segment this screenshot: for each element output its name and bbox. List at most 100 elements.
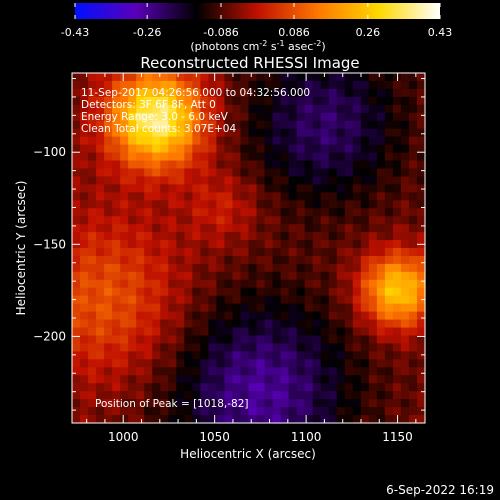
heatmap-cell: [280, 160, 290, 170]
heatmap-cell: [128, 319, 137, 329]
heatmap-cell: [264, 319, 274, 329]
heatmap-cell: [176, 128, 185, 138]
heatmap-cell: [328, 88, 338, 98]
heatmap-cell: [352, 168, 362, 177]
heatmap-cell: [272, 415, 282, 424]
heatmap-cell: [368, 351, 378, 360]
heatmap-cell: [352, 240, 362, 249]
heatmap-cell: [304, 216, 314, 225]
heatmap-cell: [192, 128, 201, 138]
heatmap-cell: [304, 391, 314, 400]
heatmap-cell: [96, 184, 105, 193]
heatmap-cell: [408, 192, 418, 201]
heatmap-cell: [328, 200, 338, 209]
heatmap-cell: [224, 144, 234, 154]
heatmap-cell: [224, 112, 234, 122]
heatmap-cell: [72, 375, 81, 384]
heatmap-cell: [80, 112, 89, 122]
heatmap-cell: [320, 399, 330, 408]
heatmap-cell: [176, 279, 185, 289]
heatmap-cell: [168, 208, 177, 217]
heatmap-cell: [136, 327, 145, 337]
heatmap-cell: [336, 303, 346, 313]
heatmap-cell: [272, 128, 282, 138]
heatmap-cell: [392, 335, 402, 345]
heatmap-cell: [128, 176, 137, 185]
heatmap-cell: [384, 359, 394, 368]
heatmap-cell: [152, 80, 161, 90]
heatmap-cell: [320, 303, 330, 313]
heatmap-cell: [320, 255, 330, 265]
heatmap-cell: [320, 120, 330, 130]
heatmap-cell: [352, 152, 362, 162]
heatmap-cell: [400, 399, 410, 408]
heatmap-cell: [96, 343, 105, 352]
heatmap-cell: [168, 399, 177, 408]
heatmap-cell: [184, 287, 193, 297]
heatmap-cell: [264, 367, 274, 376]
heatmap-cell: [112, 351, 121, 360]
heatmap-cell: [144, 248, 153, 257]
heatmap-cell: [288, 287, 298, 297]
heatmap-cell: [328, 391, 338, 400]
heatmap-cell: [408, 88, 418, 98]
heatmap-cell: [280, 200, 290, 209]
heatmap-cell: [128, 263, 137, 273]
heatmap-cell: [272, 399, 282, 408]
heatmap-cell: [272, 144, 282, 154]
heatmap-cell: [416, 319, 426, 329]
heatmap-cell: [176, 295, 185, 305]
heatmap-cell: [184, 255, 193, 265]
heatmap-cell: [296, 88, 306, 98]
heatmap-cell: [368, 136, 378, 146]
heatmap-cell: [344, 415, 354, 424]
heatmap-cell: [144, 232, 153, 241]
heatmap-cell: [80, 216, 89, 225]
heatmap-cell: [208, 192, 218, 201]
heatmap-cell: [416, 311, 426, 321]
heatmap-cell: [192, 271, 201, 281]
heatmap-cell: [80, 343, 89, 352]
heatmap-cell: [392, 240, 402, 249]
heatmap-cell: [168, 112, 177, 122]
heatmap-cell: [304, 335, 314, 345]
heatmap-cell: [120, 351, 129, 360]
heatmap-cell: [136, 73, 145, 82]
heatmap-cell: [248, 184, 258, 193]
heatmap-cell: [416, 136, 426, 146]
heatmap-cell: [152, 216, 161, 225]
heatmap-cell: [384, 144, 394, 154]
heatmap-cell: [136, 144, 145, 154]
heatmap-cell: [376, 73, 386, 82]
heatmap-cell: [88, 176, 97, 185]
heatmap-cell: [232, 295, 242, 305]
heatmap-cell: [144, 367, 153, 376]
heatmap-cell: [304, 152, 314, 162]
heatmap-cell: [384, 335, 394, 345]
heatmap-cell: [168, 335, 177, 345]
heatmap-cell: [104, 200, 113, 209]
heatmap-cell: [264, 407, 274, 416]
heatmap-cell: [224, 216, 234, 225]
heatmap-cell: [96, 303, 105, 313]
heatmap-cell: [352, 144, 362, 154]
heatmap-cell: [352, 224, 362, 233]
heatmap-cell: [304, 120, 314, 130]
heatmap-cell: [80, 73, 89, 82]
heatmap-cell: [176, 104, 185, 114]
heatmap-cell: [208, 184, 218, 193]
heatmap-cell: [72, 128, 81, 138]
heatmap-cell: [416, 96, 426, 106]
heatmap-cell: [240, 343, 250, 352]
heatmap-cell: [160, 407, 169, 416]
heatmap-cell: [192, 295, 201, 305]
heatmap-cell: [328, 311, 338, 321]
heatmap-cell: [168, 255, 177, 265]
heatmap-cell: [200, 271, 209, 281]
heatmap-cell: [200, 303, 209, 313]
heatmap-cell: [312, 96, 322, 106]
heatmap-cell: [384, 351, 394, 360]
heatmap-cell: [328, 255, 338, 265]
heatmap-cell: [352, 184, 362, 193]
heatmap-cell: [96, 144, 105, 154]
